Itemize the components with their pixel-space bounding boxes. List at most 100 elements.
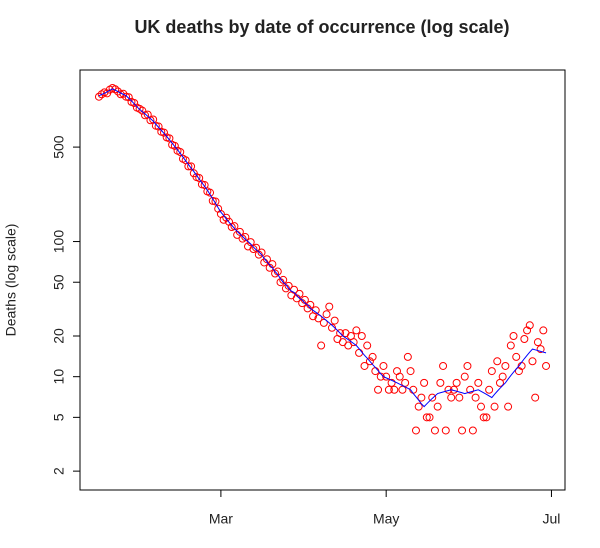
data-point [357,331,366,340]
data-point [222,213,231,222]
data-point [433,402,442,411]
y-tick-label: 20 [51,328,67,344]
data-point [325,302,334,311]
data-point [436,378,445,387]
y-tick-label: 500 [51,135,67,159]
data-point [336,329,345,338]
data-point [379,361,388,370]
data-point [176,147,185,156]
data-point [257,248,266,257]
data-point [113,87,122,96]
data-point [441,426,450,435]
data-point [474,378,483,387]
data-point [525,321,534,330]
data-point [360,361,369,370]
data-point [477,402,486,411]
data-point [382,372,391,381]
data-point [504,402,513,411]
data-point [536,345,545,354]
data-point [463,361,472,370]
data-point [466,385,475,394]
data-point [130,98,139,107]
data-point [542,361,551,370]
data-point [271,269,280,278]
data-point [498,372,507,381]
data-point [468,426,477,435]
data-point [493,357,502,366]
data-point [124,93,133,102]
data-point [520,335,529,344]
data-point [390,385,399,394]
data-point [420,378,429,387]
data-point [512,352,521,361]
x-tick-label: Mar [209,511,233,527]
data-point [138,106,147,115]
data-point [425,413,434,422]
x-tick-label: Jul [542,511,560,527]
data-point [539,326,548,335]
plot-frame [79,69,566,491]
data-point [509,331,518,340]
x-tick-label: May [373,511,399,527]
data-point [471,393,480,402]
data-point [458,426,467,435]
data-point [533,338,542,347]
data-point [319,318,328,327]
data-point [528,357,537,366]
data-point [447,393,456,402]
data-point [246,238,255,247]
data-point [482,413,491,422]
data-point [384,385,393,394]
data-point [485,385,494,394]
data-point [184,162,193,171]
data-point [262,255,271,264]
data-point [490,402,499,411]
data-point [428,393,437,402]
data-point [254,250,263,259]
data-point [187,162,196,171]
chart-title: UK deaths by date of occurrence (log sca… [134,17,509,37]
data-point [352,326,361,335]
data-point [279,275,288,284]
data-point [94,92,103,101]
data-point [506,341,515,350]
data-point [211,197,220,206]
data-point [487,367,496,376]
data-point [403,352,412,361]
data-point [349,338,358,347]
data-point [479,413,488,422]
data-point [411,426,420,435]
data-point [230,222,239,231]
y-axis-label: Deaths (log scale) [3,224,19,337]
data-point [452,378,461,387]
data-point [460,372,469,381]
data-point [398,385,407,394]
data-point [322,310,331,319]
data-point [252,243,261,252]
data-point [368,352,377,361]
data-point [314,314,323,323]
data-point [235,227,244,236]
y-tick-label: 10 [51,369,67,385]
data-point [241,233,250,242]
data-point [365,357,374,366]
y-tick-label: 100 [51,230,67,254]
data-point [387,378,396,387]
data-point [395,372,404,381]
data-point [170,141,179,150]
data-point [406,367,415,376]
smoothed-line [98,88,547,408]
data-point [439,361,448,370]
data-point [501,361,510,370]
data-point [327,323,336,332]
data-point [330,316,339,325]
data-point [422,413,431,422]
data-point [414,402,423,411]
data-point [206,188,215,197]
data-point [122,92,131,101]
data-point [317,341,326,350]
data-point [284,281,293,290]
data-point [374,385,383,394]
